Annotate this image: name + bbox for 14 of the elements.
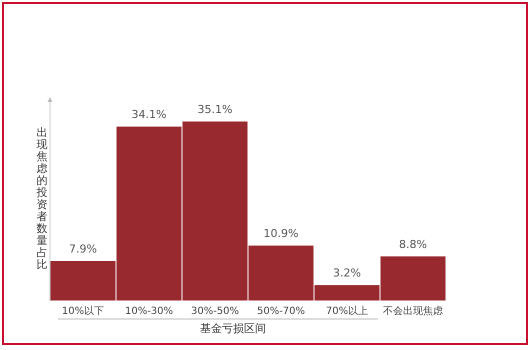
data-label: 8.8% [399,238,427,251]
data-label: 7.9% [69,242,97,256]
x-tick-label: 30%-50% [190,306,240,317]
x-tick-label: 50%-70% [256,306,306,317]
x-axis-title: 基金亏损区间 [200,322,266,335]
x-tick-label: 不会出现焦虑 [383,305,443,317]
x-tick-label: 10%-30% [124,306,174,317]
data-label: 3.2% [333,266,361,280]
x-tick-label: 70%以上 [326,305,368,317]
text: 出现焦虑的投资者数量占比 [36,126,48,271]
data-label: 10.9% [264,227,298,240]
data-label: 35.1% [198,103,232,116]
x-tick-label: 10%以下 [62,305,104,317]
data-label: 34.1% [132,108,166,122]
